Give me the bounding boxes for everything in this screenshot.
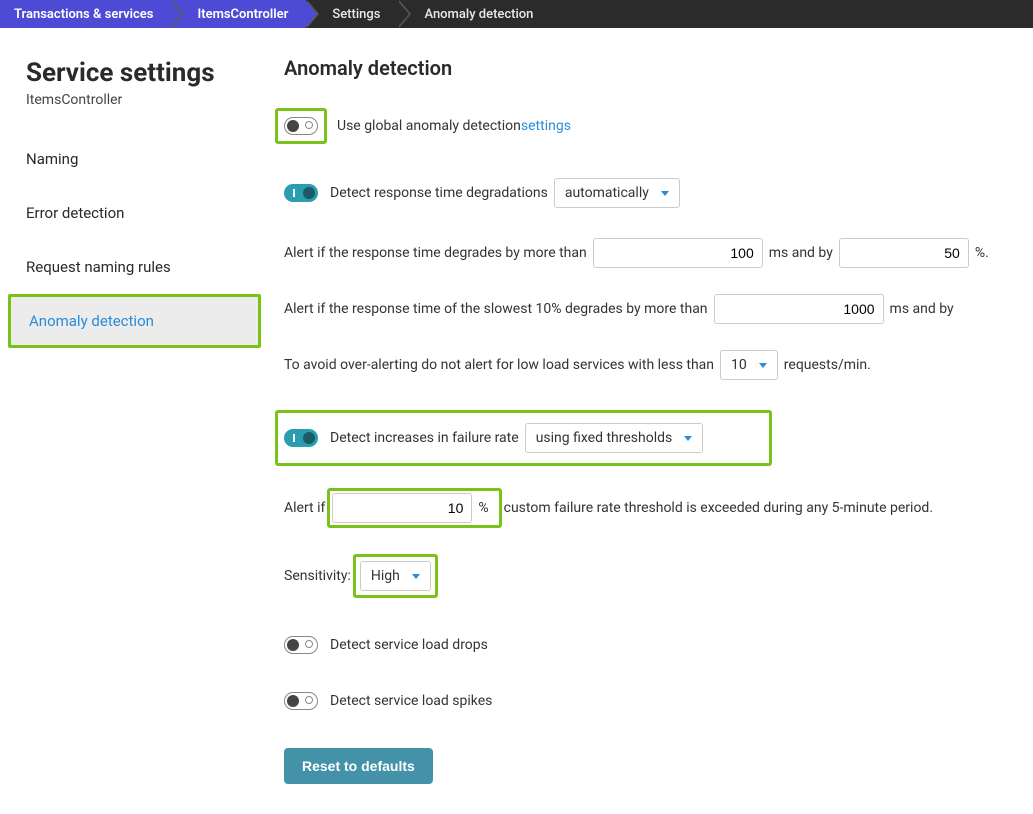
chevron-down-icon — [684, 436, 692, 441]
label-load-drops: Detect service load drops — [330, 630, 488, 660]
select-sensitivity[interactable]: High — [360, 561, 431, 591]
text-alert-degrade-unit2: %. — [975, 238, 989, 268]
sidebar: Service settings ItemsController Naming … — [0, 28, 270, 814]
text-alert-degrade-unit1: ms and by — [769, 238, 833, 268]
text-failthresh-post: custom failure rate threshold is exceede… — [504, 493, 933, 523]
chevron-down-icon — [661, 191, 669, 196]
text-alert-degrade-pre: Alert if the response time degrades by m… — [284, 238, 587, 268]
breadcrumb: Transactions & services ItemsController … — [0, 0, 1033, 28]
toggle-response-time[interactable] — [284, 184, 318, 202]
main-panel: Anomaly detection Use global anomaly det… — [270, 28, 1033, 814]
label-failure-rate: Detect increases in failure rate — [330, 430, 519, 446]
chevron-down-icon — [412, 574, 420, 579]
toggle-global-anomaly[interactable] — [284, 117, 318, 135]
breadcrumb-transactions[interactable]: Transactions & services — [0, 0, 171, 28]
select-failure-mode-value: using fixed thresholds — [536, 430, 673, 446]
toggle-load-drops[interactable] — [284, 636, 318, 654]
page-subtitle: ItemsController — [26, 92, 243, 108]
toggle-load-spikes[interactable] — [284, 692, 318, 710]
input-degrade-ms[interactable] — [593, 238, 763, 268]
text-slowest-unit: ms and by — [890, 294, 954, 324]
label-load-spikes: Detect service load spikes — [330, 686, 492, 716]
select-response-time-mode[interactable]: automatically — [554, 178, 680, 208]
link-global-settings[interactable]: settings — [521, 111, 571, 141]
breadcrumb-settings[interactable]: Settings — [306, 0, 398, 28]
chevron-down-icon — [759, 363, 767, 368]
label-response-time: Detect response time degradations — [330, 178, 548, 208]
select-response-time-value: automatically — [565, 178, 649, 208]
sidebar-item-anomaly-detection[interactable]: Anomaly detection — [8, 294, 261, 348]
text-slowest-pre: Alert if the response time of the slowes… — [284, 294, 708, 324]
page-title: Service settings — [26, 58, 243, 88]
reset-defaults-button[interactable]: Reset to defaults — [284, 748, 433, 784]
sidebar-item-naming[interactable]: Naming — [0, 132, 269, 186]
sidebar-item-request-naming-rules[interactable]: Request naming rules — [0, 240, 269, 294]
label-global-anomaly: Use global anomaly detection — [337, 111, 521, 141]
text-failthresh-pre: Alert if — [284, 493, 325, 523]
input-slowest-ms[interactable] — [714, 294, 884, 324]
label-sensitivity: Sensitivity: — [284, 561, 351, 591]
breadcrumb-itemscontroller[interactable]: ItemsController — [171, 0, 306, 28]
input-failure-threshold[interactable] — [332, 493, 472, 523]
toggle-failure-rate[interactable] — [284, 429, 318, 447]
main-heading: Anomaly detection — [284, 56, 1033, 80]
input-degrade-pct[interactable] — [839, 238, 969, 268]
select-failure-mode[interactable]: using fixed thresholds — [525, 423, 704, 453]
select-sensitivity-value: High — [371, 561, 400, 591]
breadcrumb-anomaly-detection[interactable]: Anomaly detection — [398, 0, 551, 28]
text-lowload-pre: To avoid over-alerting do not alert for … — [284, 350, 714, 380]
select-lowload-value[interactable]: 10 — [720, 350, 778, 380]
select-lowload-text: 10 — [731, 350, 747, 380]
text-lowload-post: requests/min. — [784, 350, 871, 380]
sidebar-item-error-detection[interactable]: Error detection — [0, 186, 269, 240]
